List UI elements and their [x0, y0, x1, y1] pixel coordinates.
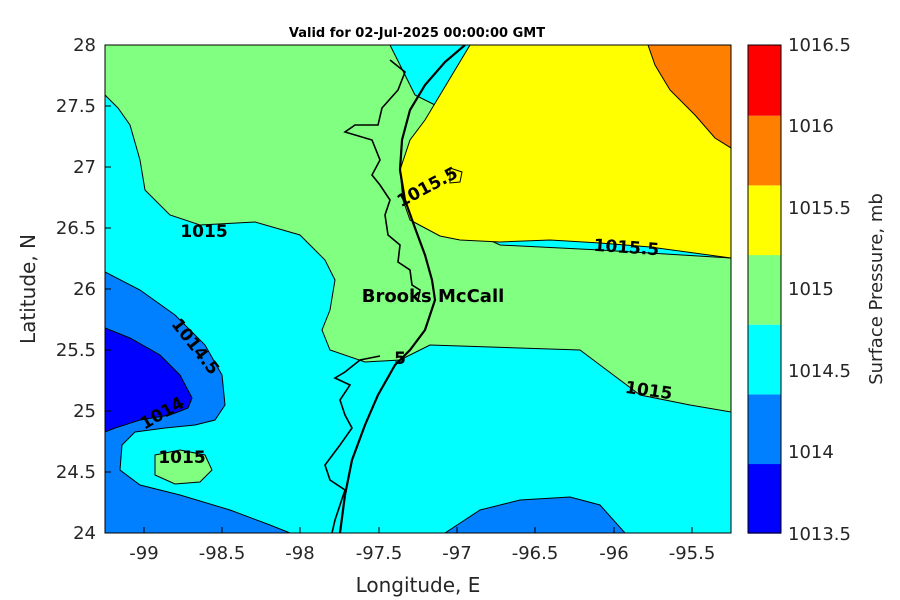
y-axis: 24 24.5 25 25.5 26 26.5 27 27.5 28: [56, 35, 111, 544]
x-axis: -99 -98.5 -98 -97.5 -97 -96.5 -96 -95.5: [129, 527, 715, 564]
pressure-band-1015.5: [390, 45, 731, 259]
colorbar-ticks: 1013.5 1014 1014.5 1015 1015.5 1016 1016…: [788, 35, 851, 545]
contour-label: 1015: [180, 222, 227, 242]
colorbar: [747, 44, 782, 534]
x-tick-label: -97: [442, 543, 471, 564]
y-tick-label: 26.5: [56, 218, 96, 239]
colorbar-tick-label: 1015: [788, 279, 834, 300]
colorbar-band: [748, 185, 781, 256]
colorbar-tick-label: 1014: [788, 442, 834, 463]
x-tick-label: -96.5: [512, 543, 559, 564]
coastline: [338, 45, 466, 533]
y-tick-label: 27: [73, 157, 96, 178]
colorbar-tick-label: 1014.5: [788, 361, 851, 382]
y-axis-label: Latitude, N: [16, 234, 40, 344]
y-tick-label: 25: [73, 401, 96, 422]
contour-label: 1015: [158, 448, 205, 468]
y-tick-label: 27.5: [56, 96, 96, 117]
y-tick-label: 25.5: [56, 340, 96, 361]
pressure-band-1016: [647, 45, 731, 149]
lagoon-shoreline: [343, 59, 421, 301]
figure-title: Valid for 02-Jul-2025 00:00:00 GMT: [289, 26, 545, 41]
colorbar-frame: [747, 44, 782, 534]
pressure-band-1013.5: [105, 327, 193, 433]
colorbar-tick-label: 1016.5: [788, 35, 851, 56]
y-tick-label: 26: [73, 279, 96, 300]
pressure-band-1015-blob: [154, 449, 213, 485]
colorbar-tick-label: 1013.5: [788, 524, 851, 545]
contour-label: 1015.5: [593, 236, 660, 261]
place-label-brooks-mccall: Brooks McCall: [362, 286, 505, 307]
contour-label: 5: [394, 349, 406, 369]
x-tick-label: -97.5: [356, 543, 403, 564]
colorbar-tick-label: 1016: [788, 116, 834, 137]
colorbar-band: [748, 45, 781, 116]
pressure-band-1014-southeast: [444, 496, 626, 533]
y-tick-label: 24: [73, 523, 96, 544]
x-axis-label: Longitude, E: [356, 573, 481, 597]
y-tick-label: 28: [73, 35, 96, 56]
colorbar-label: Surface Pressure, mb: [866, 193, 887, 385]
x-tick-label: -98.5: [199, 543, 246, 564]
colorbar-band: [748, 464, 781, 534]
x-tick-label: -98: [285, 543, 314, 564]
x-tick-label: -96: [599, 543, 628, 564]
colorbar-band: [748, 115, 781, 186]
colorbar-band: [748, 394, 781, 465]
map-plot-area: 1015 1015.5 1015.5 1014.5 1014 1015 1015…: [104, 44, 732, 534]
y-tick-label: 24.5: [56, 462, 96, 483]
pressure-band-1015.5-blob: [449, 167, 463, 184]
x-tick-label: -99: [129, 543, 158, 564]
colorbar-tick-label: 1015.5: [788, 198, 851, 219]
colorbar-band: [748, 324, 781, 395]
colorbar-band: [748, 255, 781, 325]
x-tick-label: -95.5: [669, 543, 716, 564]
lagoon-shoreline-south: [324, 355, 381, 533]
pressure-band-1014: [105, 271, 291, 533]
